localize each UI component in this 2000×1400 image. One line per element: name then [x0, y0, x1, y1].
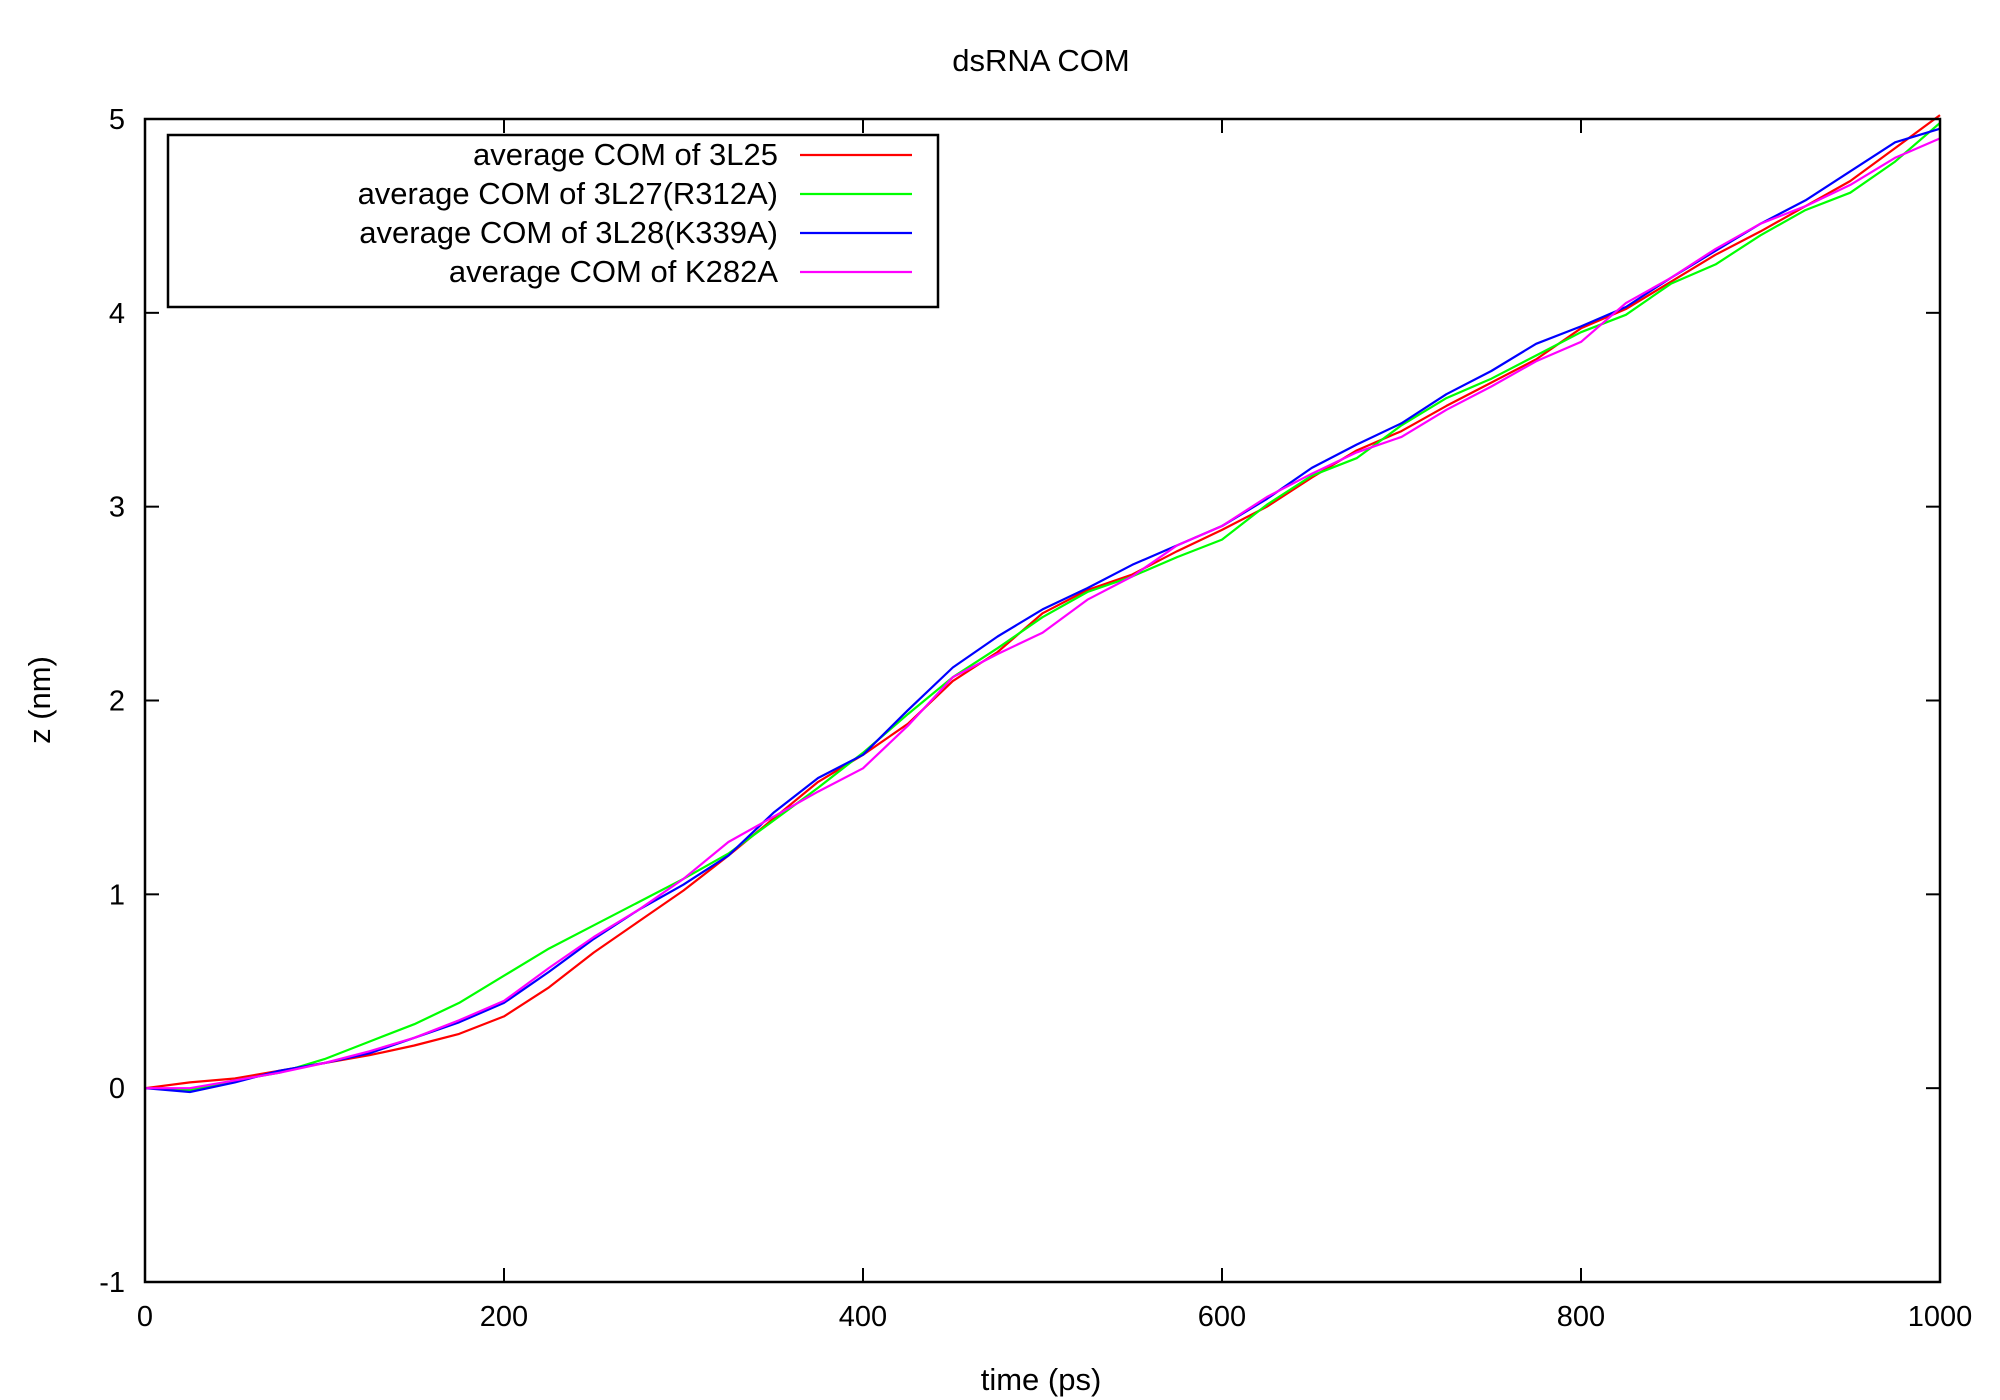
y-tick-label: -1	[99, 1267, 125, 1299]
series-line-1	[144, 114, 1941, 1090]
x-tick-label: 200	[480, 1301, 528, 1333]
legend-entry-label: average COM of 3L28(K339A)	[359, 215, 778, 250]
legend-entry-label: average COM of 3L25	[473, 137, 778, 172]
legend-box	[166, 133, 940, 309]
x-axis-label: time (ps)	[981, 1362, 1102, 1397]
axis-ticks: 0 200 400 600 800 1000 -1 0 1 2 3 4 5	[99, 104, 1972, 1333]
series-lines	[144, 114, 1941, 1094]
legend: average COM of 3L25 average COM of 3L27(R…	[166, 133, 940, 309]
y-tick-label: 0	[109, 1073, 125, 1105]
legend-entry-label: average COM of K282A	[449, 254, 778, 289]
series-line-4	[145, 137, 1941, 1090]
y-tick-label: 4	[109, 298, 125, 330]
x-tick-label: 400	[839, 1301, 887, 1333]
legend-entry-label: average COM of 3L27(R312A)	[358, 176, 778, 211]
x-tick-label: 0	[137, 1301, 153, 1333]
y-tick-label: 2	[109, 686, 125, 718]
x-tick-label: 800	[1557, 1301, 1605, 1333]
y-axis-label: z (nm)	[22, 656, 57, 744]
y-tick-label: 1	[109, 879, 125, 911]
y-tick-label: 5	[109, 104, 125, 136]
series-line-3	[144, 127, 1941, 1094]
plot-frame	[143, 117, 1942, 1284]
x-tick-label: 600	[1198, 1301, 1246, 1333]
y-tick-label: 3	[109, 492, 125, 524]
x-tick-label: 1000	[1908, 1301, 1973, 1333]
chart-title: dsRNA COM	[952, 43, 1129, 78]
series-line-2	[144, 122, 1941, 1092]
